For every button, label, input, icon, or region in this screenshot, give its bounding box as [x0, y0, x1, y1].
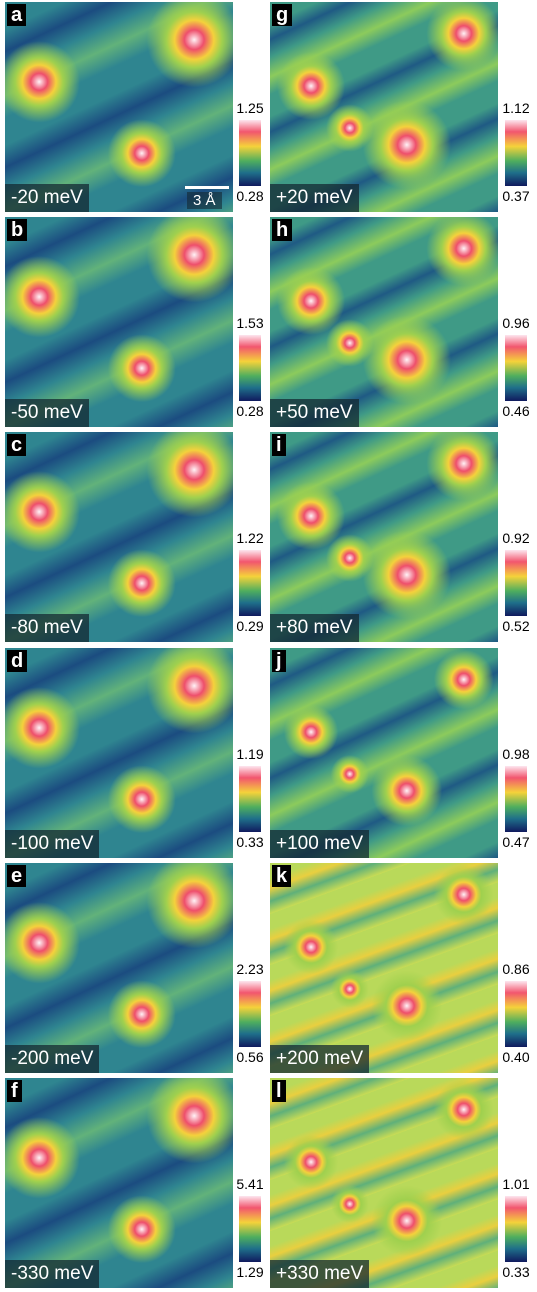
energy-label: +20 meV [270, 184, 359, 212]
scale-bar [185, 186, 229, 189]
colorbar-min: 0.33 [236, 833, 264, 850]
panel-letter: b [7, 219, 28, 242]
colorbar [505, 765, 527, 832]
energy-label: +50 meV [270, 399, 359, 428]
colorbar-max: 1.22 [236, 530, 264, 547]
panel-letter: k [272, 864, 292, 887]
stm-map: b -50 meV [5, 217, 233, 428]
stm-map: a -20 meV 3 Å [5, 2, 233, 212]
colorbar-max: 0.92 [502, 530, 530, 547]
colorbar [239, 980, 261, 1047]
panel-letter: f [7, 1080, 22, 1102]
energy-label: -330 meV [5, 1260, 100, 1288]
colorbar [505, 1196, 527, 1262]
panel-letter: e [7, 864, 27, 887]
colorbar [505, 980, 527, 1047]
panel-letter: h [272, 219, 293, 242]
colorbar-max: 1.25 [236, 100, 264, 116]
colorbar-min: 0.47 [502, 833, 530, 850]
colorbar [505, 120, 527, 186]
colorbar-min: 0.56 [236, 1048, 264, 1065]
colorbar [505, 550, 527, 617]
stm-map: l +330 meV [270, 1078, 498, 1288]
colorbar [239, 1196, 261, 1262]
colorbar-min: 1.29 [236, 1264, 264, 1280]
energy-label: -20 meV [5, 184, 89, 212]
colorbar [239, 765, 261, 832]
colorbar [239, 335, 261, 402]
energy-label: -50 meV [5, 399, 89, 428]
stm-map: g +20 meV [270, 2, 498, 212]
colorbar-min: 0.46 [502, 403, 530, 420]
colorbar [239, 550, 261, 617]
colorbar-min: 0.40 [502, 1048, 530, 1065]
energy-label: -80 meV [5, 614, 89, 643]
colorbar-min: 0.28 [236, 188, 264, 204]
scale-bar-label: 3 Å [187, 192, 222, 209]
colorbar-max: 0.86 [502, 960, 530, 977]
colorbar-min: 0.37 [502, 188, 530, 204]
colorbar-min: 0.52 [502, 618, 530, 635]
stm-map: j +100 meV [270, 647, 498, 858]
panel-letter: j [272, 649, 286, 672]
panel-letter: c [7, 434, 27, 457]
colorbar-max: 1.12 [502, 100, 530, 116]
energy-label: +200 meV [270, 1044, 370, 1073]
stm-map: e -200 meV [5, 862, 233, 1073]
colorbar [505, 335, 527, 402]
panel-letter: g [272, 4, 293, 26]
energy-label: +100 meV [270, 829, 370, 858]
stm-map: c -80 meV [5, 432, 233, 643]
colorbar-max: 2.23 [236, 960, 264, 977]
stm-map: f -330 meV [5, 1078, 233, 1288]
colorbar-min: 0.28 [236, 403, 264, 420]
stm-map: d -100 meV [5, 647, 233, 858]
panel-letter: d [7, 649, 28, 672]
stm-map: h +50 meV [270, 217, 498, 428]
energy-label: -200 meV [5, 1044, 100, 1073]
energy-label: +80 meV [270, 614, 359, 643]
energy-label: +330 meV [270, 1260, 370, 1288]
colorbar-max: 5.41 [236, 1176, 264, 1192]
panel-letter: i [272, 434, 286, 457]
colorbar-max: 1.01 [502, 1176, 530, 1192]
panel-letter: a [7, 4, 27, 26]
colorbar-max: 0.96 [502, 315, 530, 332]
stm-map: i +80 meV [270, 432, 498, 643]
colorbar-min: 0.33 [502, 1264, 530, 1280]
colorbar-max: 0.98 [502, 745, 530, 762]
panel-letter: l [272, 1080, 286, 1102]
colorbar-min: 0.29 [236, 618, 264, 635]
colorbar [239, 120, 261, 186]
colorbar-max: 1.53 [236, 315, 264, 332]
energy-label: -100 meV [5, 829, 100, 858]
colorbar-max: 1.19 [236, 745, 264, 762]
stm-map: k +200 meV [270, 862, 498, 1073]
